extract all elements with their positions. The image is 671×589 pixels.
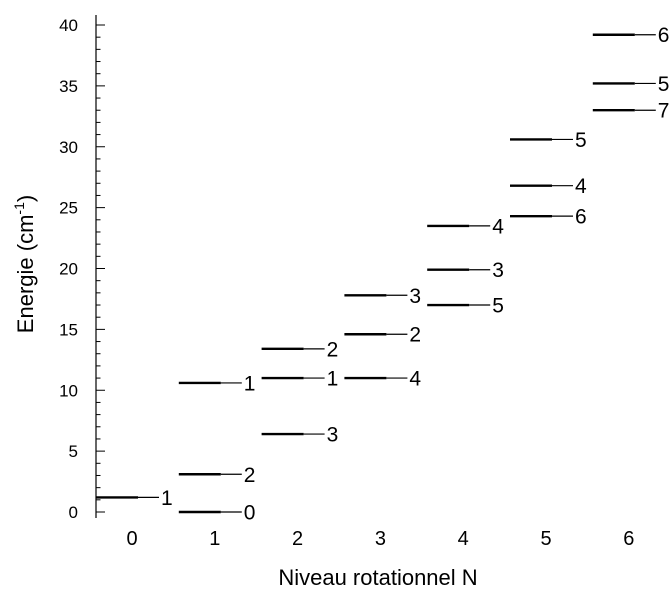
y-axis-label-close: ) [13, 195, 38, 202]
energy-level-label: 2 [244, 464, 256, 487]
y-tick-label: 15 [59, 320, 78, 339]
y-tick-labels: 0 5 10 15 20 25 30 35 40 [59, 16, 78, 522]
y-tick-marks [96, 24, 105, 513]
energy-level-label: 7 [658, 100, 670, 123]
energy-level-label: 3 [492, 259, 504, 282]
y-tick-label: 0 [69, 503, 78, 522]
energy-levels: 1 0 2 1 3 1 2 4 2 3 5 3 4 6 4 5 7 5 6 [96, 24, 670, 525]
energy-level-label: 6 [575, 206, 587, 229]
x-tick-label: 6 [623, 528, 634, 550]
y-tick-label: 35 [59, 77, 78, 96]
energy-level-label: 3 [409, 285, 421, 308]
x-tick-label: 0 [126, 528, 137, 550]
x-tick-label: 4 [458, 528, 469, 550]
x-tick-label: 3 [375, 528, 386, 550]
energy-level-label: 3 [327, 424, 339, 447]
energy-level-label: 1 [161, 487, 173, 510]
energy-level-label: 4 [575, 175, 587, 198]
energy-level-label: 4 [409, 368, 421, 391]
energy-level-label: 4 [492, 215, 504, 238]
energy-level-label: 1 [327, 368, 339, 391]
y-tick-label: 5 [69, 442, 78, 461]
y-tick-label: 25 [59, 199, 78, 218]
x-tick-label: 1 [209, 528, 220, 550]
x-tick-label: 2 [292, 528, 303, 550]
energy-level-label: 5 [658, 73, 670, 96]
energy-level-label: 0 [244, 502, 256, 525]
y-axis-label-superscript: -1 [11, 202, 27, 215]
y-tick-label: 30 [59, 138, 78, 157]
energy-level-label: 6 [658, 24, 670, 47]
y-axis-label-main: Energie (cm [13, 215, 38, 334]
energy-level-label: 1 [244, 372, 256, 395]
y-axis-label: Energie (cm-1) [11, 195, 38, 333]
energy-level-label: 5 [575, 129, 587, 152]
x-tick-labels: 0 1 2 3 4 5 6 [126, 528, 634, 550]
x-axis-label: Niveau rotationnel N [278, 565, 477, 589]
y-tick-label: 10 [59, 381, 78, 400]
energy-level-label: 2 [409, 324, 421, 347]
x-tick-label: 5 [540, 528, 551, 550]
y-tick-label: 20 [59, 260, 78, 279]
energy-level-label: 5 [492, 295, 504, 318]
energy-level-label: 2 [327, 338, 339, 361]
y-tick-label: 40 [59, 16, 78, 35]
